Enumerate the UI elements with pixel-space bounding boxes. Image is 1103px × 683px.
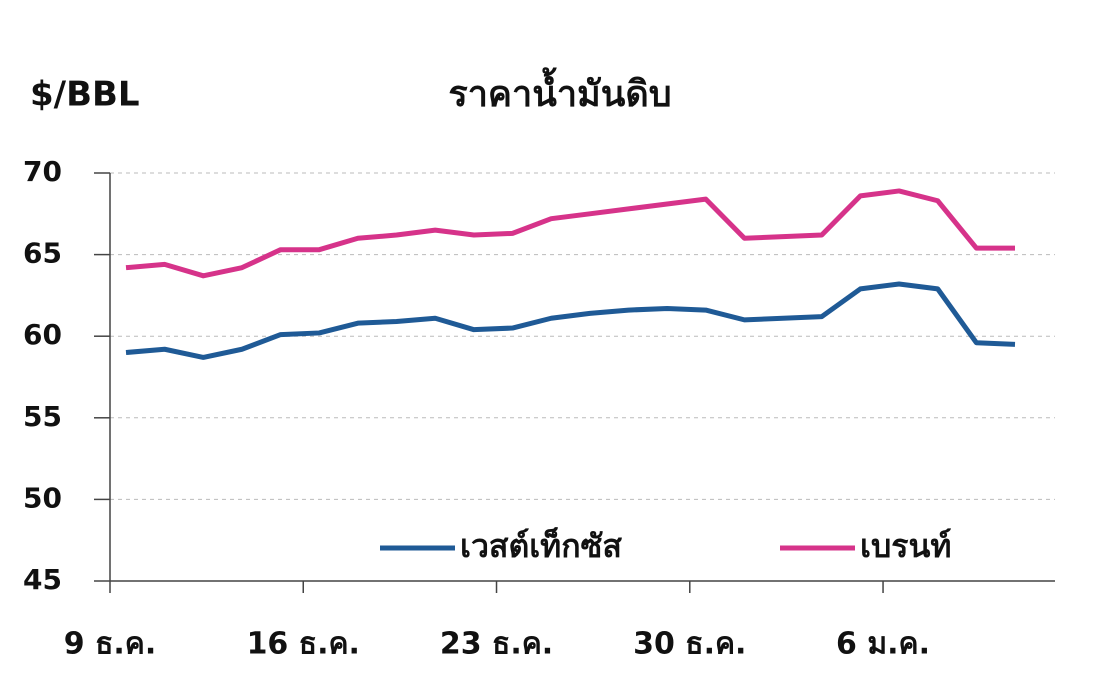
x-tick-label: 6 ม.ค. [836, 627, 930, 662]
x-tick-label: 16 ธ.ค. [247, 627, 360, 662]
y-tick-label: 50 [23, 481, 62, 514]
y-tick-label: 55 [23, 400, 62, 433]
x-tick-label: 30 ธ.ค. [633, 627, 746, 662]
chart-title: ราคาน้ำมันดิบ [448, 67, 671, 115]
y-tick-label: 70 [23, 155, 62, 188]
series-line [125, 281, 1016, 360]
y-axis-label: $/BBL [30, 75, 140, 115]
x-tick-label: 9 ธ.ค. [64, 627, 157, 662]
legend-label: เบรนท์ [860, 527, 951, 565]
legend-label: เวสต์เท็กซัส [460, 526, 622, 565]
y-tick-label: 65 [23, 237, 62, 270]
y-tick-label: 60 [23, 318, 62, 351]
series-line [125, 188, 1015, 279]
y-tick-label: 45 [23, 563, 62, 596]
x-tick-label: 23 ธ.ค. [440, 627, 553, 662]
